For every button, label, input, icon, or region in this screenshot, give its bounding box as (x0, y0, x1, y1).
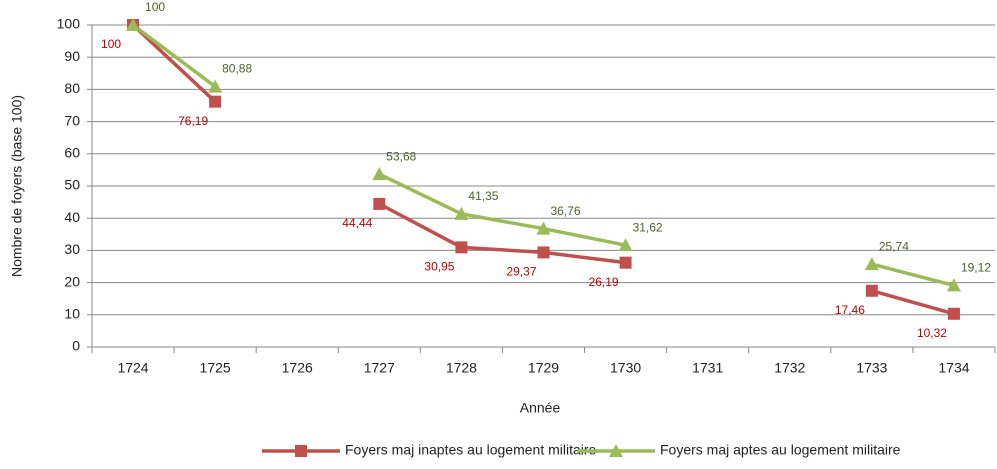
marker (537, 246, 550, 259)
y-tick-label: 60 (64, 145, 80, 161)
x-tick-label: 1724 (117, 360, 148, 376)
data-label: 53,68 (386, 149, 416, 163)
marker (618, 238, 633, 252)
legend-label: Foyers maj aptes au logement militaire (660, 442, 901, 458)
series-line (131, 23, 955, 316)
data-label: 19,12 (961, 261, 991, 275)
marker (536, 221, 551, 235)
marker (455, 241, 468, 254)
x-tick-label: 1727 (364, 360, 395, 376)
y-tick-label: 30 (64, 241, 80, 257)
y-tick-label: 50 (64, 177, 80, 193)
data-label: 44,44 (342, 216, 372, 230)
y-tick-label: 70 (64, 112, 80, 128)
marker (454, 206, 469, 220)
data-label: 31,62 (633, 220, 663, 234)
x-tick-label: 1731 (692, 360, 723, 376)
marker (865, 284, 878, 297)
marker (126, 18, 141, 31)
marker (372, 167, 387, 181)
data-label: 25,74 (879, 239, 909, 253)
marker (864, 257, 879, 271)
data-label: 100 (145, 0, 165, 14)
y-tick-label: 100 (57, 16, 81, 32)
x-tick-label: 1730 (610, 360, 641, 376)
x-tick-label: 1725 (200, 360, 231, 376)
data-label: 29,37 (506, 265, 536, 279)
data-label: 100 (101, 37, 121, 51)
y-tick-label: 80 (64, 80, 80, 96)
x-tick-label: 1734 (938, 360, 969, 376)
x-tick-label: 1733 (856, 360, 887, 376)
marker (946, 278, 961, 292)
data-label: 76,19 (178, 114, 208, 128)
data-label: 80,88 (222, 62, 252, 76)
marker (373, 197, 386, 210)
marker (208, 79, 223, 93)
y-tick-label: 0 (72, 338, 80, 354)
x-tick-label: 1728 (446, 360, 477, 376)
data-label: 41,35 (468, 189, 498, 203)
marker (295, 445, 307, 457)
x-tick-label: 1729 (528, 360, 559, 376)
y-tick-label: 20 (64, 273, 80, 289)
data-label: 10,32 (917, 326, 947, 340)
marker (619, 256, 632, 269)
data-label: 30,95 (424, 260, 454, 274)
marker (947, 307, 960, 320)
marker (209, 95, 222, 108)
y-axis-title: Nombre de foyers (base 100) (9, 95, 25, 277)
y-tick-label: 10 (64, 306, 80, 322)
series-line (131, 23, 955, 288)
x-tick-label: 1726 (282, 360, 313, 376)
y-tick-label: 40 (64, 209, 80, 225)
x-axis-title: Année (520, 400, 561, 416)
data-label: 17,46 (835, 303, 865, 317)
data-label: 36,76 (550, 204, 580, 218)
x-tick-label: 1732 (774, 360, 805, 376)
marker (609, 444, 623, 457)
legend-label: Foyers maj inaptes au logement militaire (345, 442, 597, 458)
data-label: 26,19 (589, 275, 619, 289)
y-tick-label: 90 (64, 48, 80, 64)
